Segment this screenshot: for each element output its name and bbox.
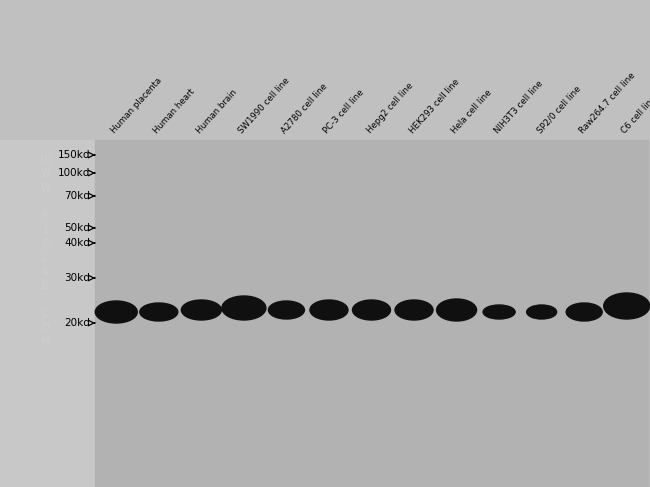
- Text: W: W: [40, 169, 50, 179]
- Text: PC-3 cell line: PC-3 cell line: [322, 88, 366, 135]
- Text: Human heart: Human heart: [152, 87, 197, 135]
- Ellipse shape: [316, 303, 343, 317]
- Text: A: A: [42, 267, 48, 277]
- Ellipse shape: [352, 300, 391, 320]
- Ellipse shape: [108, 308, 125, 317]
- Ellipse shape: [566, 303, 602, 321]
- Ellipse shape: [448, 306, 465, 315]
- Ellipse shape: [536, 309, 548, 315]
- Ellipse shape: [96, 301, 137, 323]
- Ellipse shape: [604, 293, 650, 319]
- Text: 40kd: 40kd: [64, 238, 90, 248]
- Ellipse shape: [151, 308, 166, 316]
- Text: C: C: [42, 309, 48, 319]
- Text: A2780 cell line: A2780 cell line: [280, 81, 329, 135]
- Ellipse shape: [610, 297, 643, 315]
- Ellipse shape: [146, 306, 172, 318]
- Text: Human placenta: Human placenta: [110, 76, 164, 135]
- Text: Human brain: Human brain: [194, 87, 239, 135]
- Text: 70kd: 70kd: [64, 191, 90, 201]
- Text: 50kd: 50kd: [64, 223, 90, 233]
- Ellipse shape: [571, 306, 597, 318]
- Text: C6 cell line: C6 cell line: [620, 94, 650, 135]
- Ellipse shape: [493, 309, 506, 315]
- Text: HEK293 cell line: HEK293 cell line: [408, 77, 461, 135]
- Ellipse shape: [187, 303, 215, 317]
- Ellipse shape: [358, 303, 385, 317]
- Ellipse shape: [310, 300, 348, 320]
- Ellipse shape: [280, 306, 294, 314]
- Text: W: W: [40, 155, 50, 165]
- Ellipse shape: [401, 303, 427, 317]
- Ellipse shape: [531, 307, 552, 317]
- Ellipse shape: [488, 307, 510, 317]
- Ellipse shape: [443, 302, 471, 318]
- Ellipse shape: [193, 306, 209, 314]
- Ellipse shape: [483, 305, 515, 319]
- Text: SP2/0 cell line: SP2/0 cell line: [535, 84, 582, 135]
- Text: .: .: [44, 295, 47, 305]
- Text: M: M: [41, 337, 49, 347]
- Ellipse shape: [101, 304, 131, 319]
- Text: 100kd: 100kd: [58, 168, 90, 178]
- Text: Hela cell line: Hela cell line: [450, 88, 494, 135]
- Bar: [0, 140, 95, 487]
- Text: B: B: [42, 281, 48, 291]
- Text: G: G: [41, 239, 49, 249]
- Ellipse shape: [577, 308, 592, 316]
- Ellipse shape: [235, 303, 253, 313]
- Text: SW1990 cell line: SW1990 cell line: [237, 75, 292, 135]
- Ellipse shape: [181, 300, 222, 320]
- Text: P: P: [42, 211, 48, 221]
- Text: O: O: [41, 323, 49, 333]
- Text: L: L: [42, 253, 47, 263]
- Ellipse shape: [406, 306, 422, 314]
- Text: Hepg2 cell line: Hepg2 cell line: [365, 81, 415, 135]
- Ellipse shape: [268, 301, 304, 319]
- Ellipse shape: [364, 306, 379, 314]
- Ellipse shape: [437, 299, 476, 321]
- Ellipse shape: [321, 306, 337, 314]
- Text: NIH3T3 cell line: NIH3T3 cell line: [493, 78, 545, 135]
- Text: 20kd: 20kd: [64, 318, 90, 328]
- Text: W: W: [40, 183, 50, 193]
- Text: Raw264.7 cell line: Raw264.7 cell line: [577, 71, 637, 135]
- Ellipse shape: [618, 301, 636, 311]
- Text: 30kd: 30kd: [64, 273, 90, 283]
- Text: 150kd: 150kd: [57, 150, 90, 160]
- Ellipse shape: [395, 300, 433, 320]
- Text: T: T: [42, 225, 48, 235]
- Ellipse shape: [222, 296, 266, 320]
- Ellipse shape: [229, 300, 259, 317]
- Ellipse shape: [274, 304, 299, 316]
- Text: .: .: [44, 197, 47, 207]
- Ellipse shape: [140, 303, 178, 321]
- Ellipse shape: [526, 305, 556, 319]
- Bar: [95, 140, 648, 487]
